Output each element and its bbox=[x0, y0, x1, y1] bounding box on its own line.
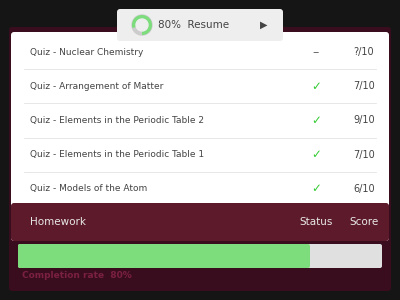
Text: 7/10: 7/10 bbox=[353, 81, 375, 91]
FancyBboxPatch shape bbox=[9, 27, 391, 291]
Text: Completion rate  80%: Completion rate 80% bbox=[22, 272, 132, 280]
Circle shape bbox=[132, 15, 152, 35]
Text: 6/10: 6/10 bbox=[353, 184, 375, 194]
Text: Quiz - Elements in the Periodic Table 2: Quiz - Elements in the Periodic Table 2 bbox=[30, 116, 204, 125]
FancyBboxPatch shape bbox=[11, 203, 389, 241]
FancyBboxPatch shape bbox=[11, 32, 389, 241]
Text: ✓: ✓ bbox=[311, 148, 321, 161]
Text: Quiz - Arrangement of Matter: Quiz - Arrangement of Matter bbox=[30, 82, 163, 91]
Text: Homework: Homework bbox=[30, 217, 86, 227]
Text: ✓: ✓ bbox=[311, 80, 321, 93]
Text: Status: Status bbox=[299, 217, 333, 227]
Text: 9/10: 9/10 bbox=[353, 116, 375, 125]
Text: ✓: ✓ bbox=[311, 182, 321, 195]
FancyBboxPatch shape bbox=[18, 244, 382, 268]
Text: 7/10: 7/10 bbox=[353, 150, 375, 160]
Text: ▶: ▶ bbox=[260, 20, 268, 30]
Text: Quiz - Models of the Atom: Quiz - Models of the Atom bbox=[30, 184, 147, 194]
Circle shape bbox=[136, 19, 148, 31]
Text: Quiz - Elements in the Periodic Table 1: Quiz - Elements in the Periodic Table 1 bbox=[30, 150, 204, 159]
Text: –: – bbox=[313, 46, 319, 59]
FancyBboxPatch shape bbox=[117, 9, 283, 41]
FancyBboxPatch shape bbox=[18, 244, 310, 268]
Text: Score: Score bbox=[349, 217, 379, 227]
Text: Quiz - Nuclear Chemistry: Quiz - Nuclear Chemistry bbox=[30, 48, 143, 57]
Text: 80%  Resume: 80% Resume bbox=[158, 20, 229, 30]
Text: ✓: ✓ bbox=[311, 114, 321, 127]
Text: ?/10: ?/10 bbox=[354, 47, 374, 57]
Wedge shape bbox=[132, 15, 152, 35]
